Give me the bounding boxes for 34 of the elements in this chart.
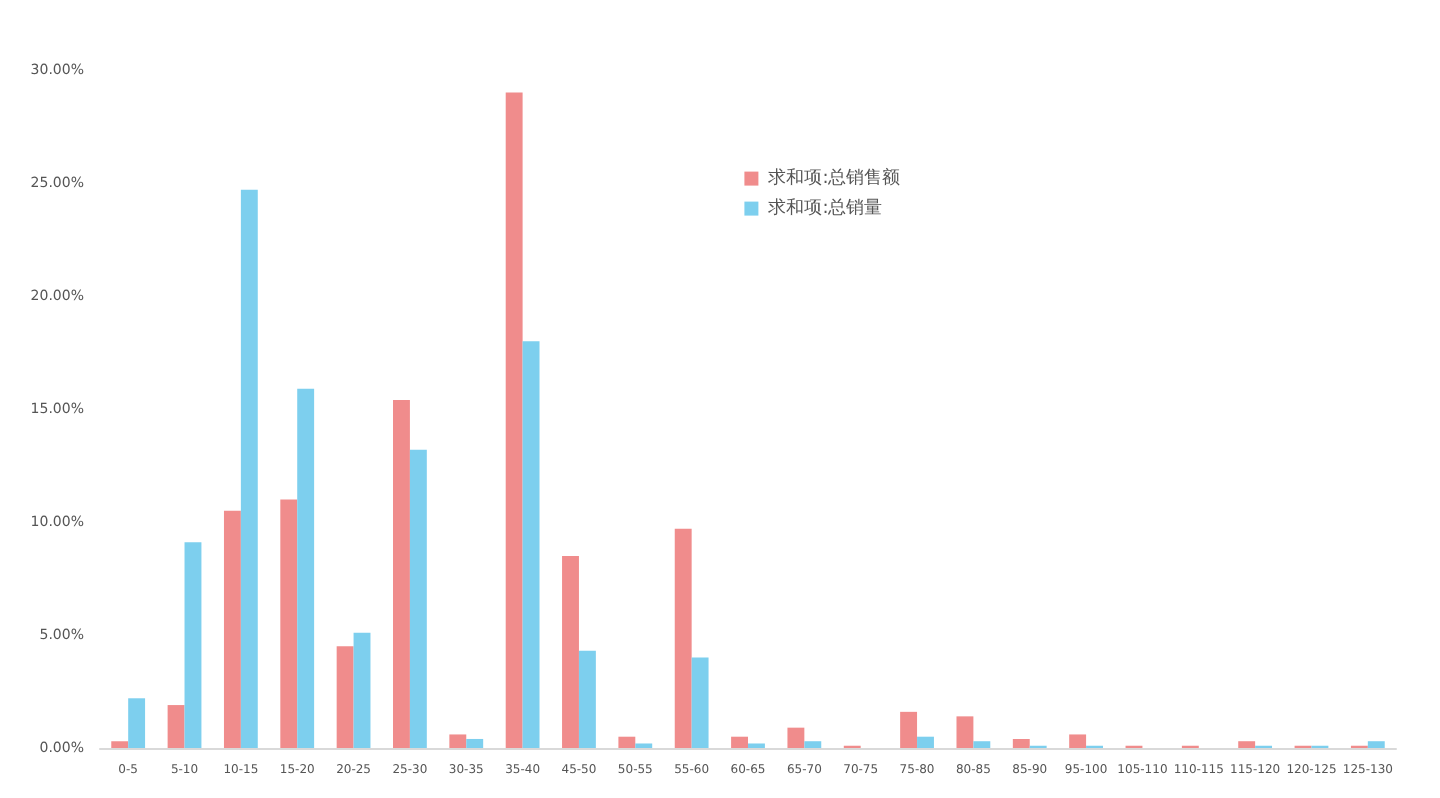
bar bbox=[409, 449, 427, 748]
bar bbox=[128, 698, 146, 748]
bar bbox=[1012, 738, 1030, 748]
bar bbox=[578, 650, 596, 748]
bar bbox=[787, 727, 805, 748]
bar bbox=[167, 705, 185, 748]
bar bbox=[522, 341, 540, 748]
bar bbox=[1069, 734, 1087, 748]
bar bbox=[505, 92, 523, 748]
bar bbox=[731, 736, 748, 748]
bar bbox=[393, 399, 410, 748]
bar bbox=[691, 657, 709, 748]
bar bbox=[917, 736, 934, 748]
bar bbox=[280, 499, 298, 748]
bar bbox=[353, 632, 371, 748]
bar bbox=[618, 736, 636, 748]
bar bbox=[1238, 741, 1256, 748]
legend-label: 求和项:总销售额 bbox=[768, 166, 901, 189]
legend-label: 求和项:总销量 bbox=[768, 196, 883, 219]
bar bbox=[804, 741, 822, 748]
bar bbox=[240, 189, 258, 748]
bar bbox=[1367, 741, 1385, 748]
bar bbox=[466, 738, 484, 748]
bar bbox=[297, 388, 315, 748]
bar bbox=[956, 716, 974, 748]
bar bbox=[449, 734, 467, 748]
bar bbox=[184, 542, 202, 748]
bar bbox=[223, 510, 241, 748]
bar bbox=[336, 646, 354, 748]
bar bbox=[900, 711, 918, 748]
bar bbox=[973, 741, 991, 748]
bar bbox=[111, 741, 129, 748]
bar bbox=[674, 528, 692, 748]
bar bbox=[562, 555, 579, 748]
